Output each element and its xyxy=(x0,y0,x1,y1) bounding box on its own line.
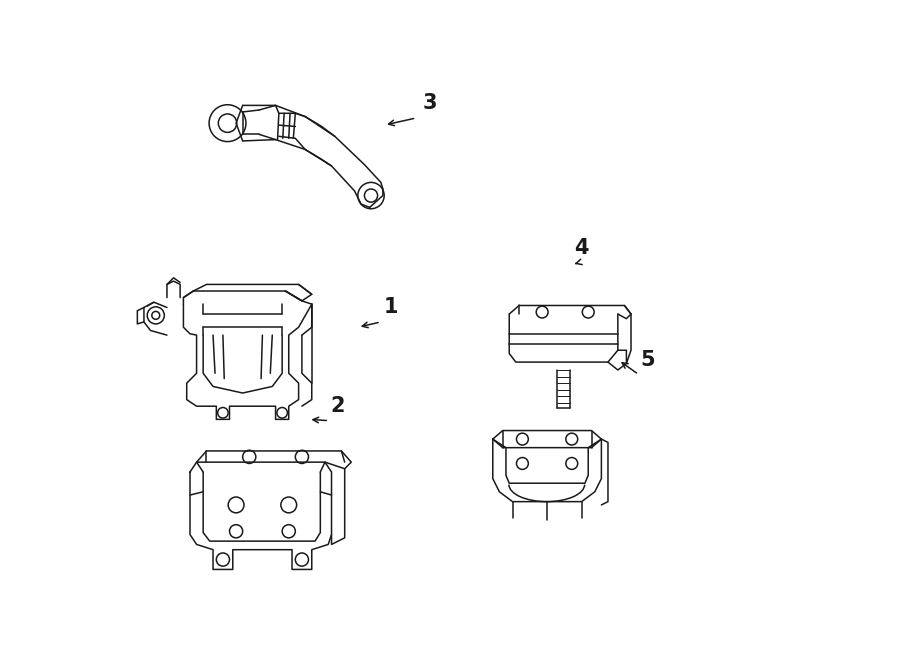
Text: 3: 3 xyxy=(423,93,437,114)
Text: 2: 2 xyxy=(331,396,346,416)
Text: 1: 1 xyxy=(383,297,398,317)
Text: 5: 5 xyxy=(640,350,655,370)
Text: 4: 4 xyxy=(574,238,589,258)
